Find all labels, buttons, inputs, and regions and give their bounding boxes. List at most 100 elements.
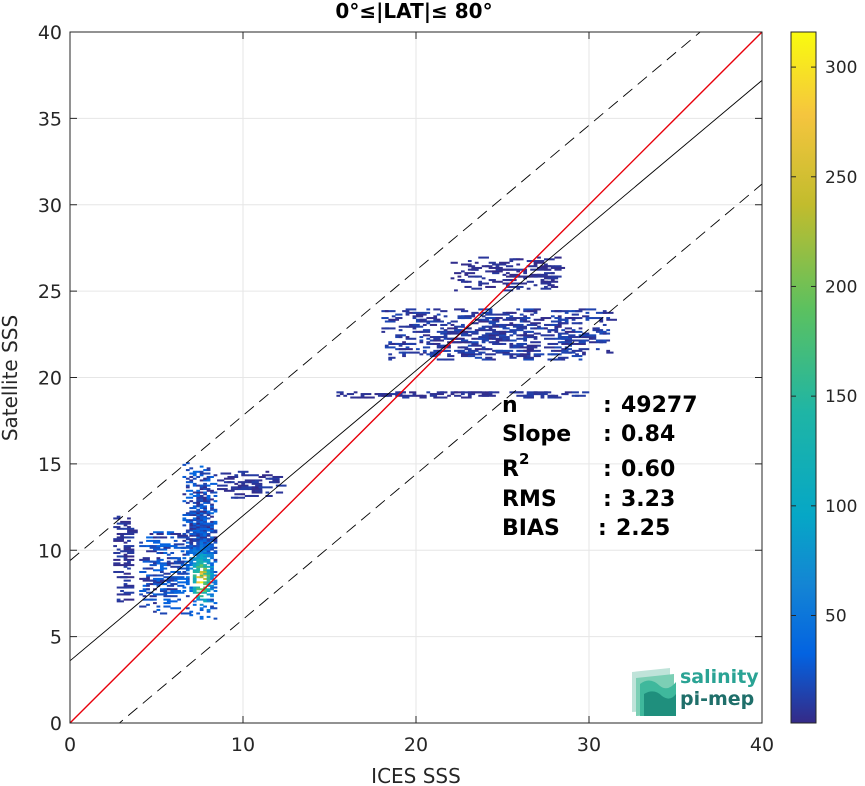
density-cell [564,391,572,394]
density-cell [203,529,207,532]
density-cell [206,569,211,572]
density-cell [149,546,161,549]
density-cell [192,576,197,579]
density-cell [113,545,118,548]
density-cell [189,589,194,593]
density-cell [182,475,187,478]
density-cell [606,317,611,320]
density-cell [153,574,157,577]
y-tick-label: 0 [50,713,62,735]
density-cell [519,275,531,278]
density-cell [185,519,190,522]
density-cell [199,494,204,497]
x-tick-label: 40 [750,734,774,756]
density-cell [495,349,503,352]
density-cell [189,558,194,561]
density-cell [206,572,211,575]
density-cell [203,558,207,561]
density-cell [203,507,207,510]
density-cell [241,474,246,477]
density-cell [206,527,211,530]
density-cell [196,519,201,522]
density-cell [467,341,472,344]
density-cell [460,323,465,326]
density-cell [426,341,431,344]
density-cell [163,567,168,570]
density-cell [210,515,214,518]
density-cell [210,598,214,601]
density-cell [488,308,493,311]
density-cell [156,584,161,587]
stat-r2-sep: : [603,457,612,482]
density-cell [571,318,576,321]
density-cell [454,337,465,340]
density-cell [464,348,472,351]
density-cell [210,593,214,596]
density-cell [210,482,214,485]
density-cell [196,550,201,553]
density-cell [533,327,538,330]
density-cell [199,515,204,518]
density-cell [602,310,607,313]
density-cell [170,551,175,555]
density-cell [419,396,427,399]
density-cell [180,572,188,575]
density-cell [213,520,218,523]
logo-line2: pi-mep [680,688,754,710]
density-cell [509,355,514,358]
density-cell [149,579,161,582]
density-cell [196,565,201,568]
density-cell [203,564,207,567]
density-cell [206,526,211,529]
density-cell [471,311,479,314]
density-cell [582,332,590,335]
density-cell [244,479,256,482]
density-cell [412,393,417,396]
density-cell [595,330,600,333]
density-cell [206,553,211,556]
density-cell [384,320,396,323]
density-cell [185,481,190,484]
density-cell [499,334,507,337]
density-cell [196,527,201,530]
y-tick-label: 30 [38,195,62,217]
density-cell [192,591,197,594]
density-cell [488,322,496,325]
density-cell [182,524,187,527]
density-cell [210,565,214,568]
density-cell [485,353,496,356]
density-cell [123,598,135,601]
density-cell [509,317,521,320]
density-cell [526,396,534,399]
density-cell [180,550,185,553]
density-cell [203,491,207,494]
density-cell [554,327,559,330]
density-cell [516,275,521,278]
density-cell [192,603,197,606]
density-cell [206,570,211,574]
density-cell [568,337,572,340]
stat-rms-label: RMS [502,487,557,512]
density-cell [166,584,175,587]
density-cell [159,589,168,593]
density-cell [478,280,483,283]
density-cell [199,496,204,499]
density-cell [185,486,190,489]
density-cell [564,330,576,333]
density-cell [582,351,586,354]
density-cell [189,475,194,478]
density-cell [206,608,211,612]
density-cell [575,394,586,397]
density-cell [237,470,249,473]
density-cell [206,598,211,601]
density-cell [213,529,218,532]
density-cell [467,275,479,278]
density-cell [523,332,528,335]
density-cell [182,553,187,556]
density-cell [223,477,235,480]
density-cell [265,470,270,473]
density-cell [153,577,164,580]
density-cell [210,512,214,515]
density-cell [139,589,147,593]
density-cell [116,555,124,558]
